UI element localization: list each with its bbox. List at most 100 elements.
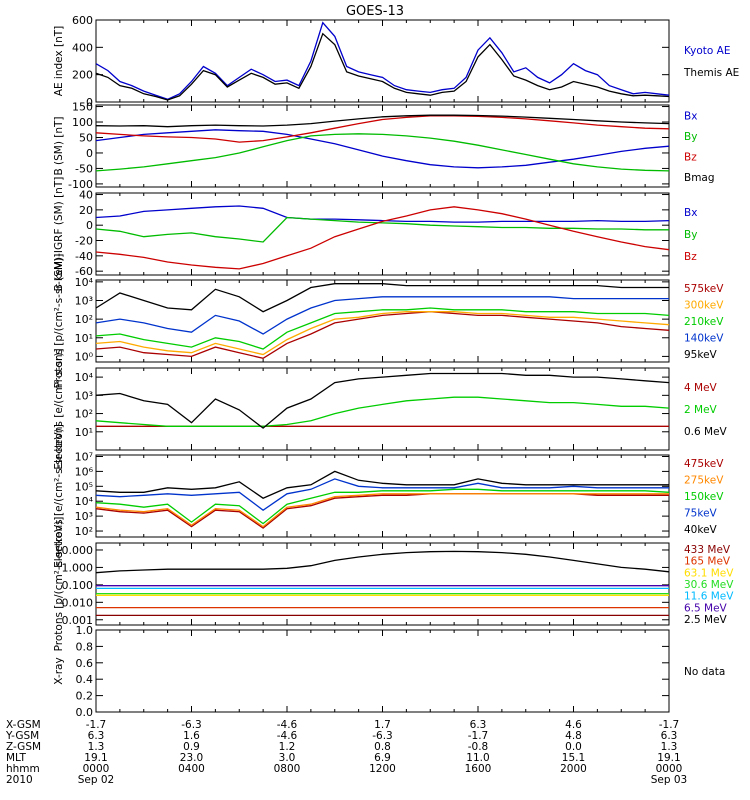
footer-value: 0000 [656, 763, 683, 775]
y-tick-label: 0 [86, 147, 93, 160]
legend-entry: 4 MeV [684, 382, 718, 394]
series-line-95kev [95, 283, 669, 313]
legend-entry: 575keV [684, 283, 724, 295]
y-tick-label: -20 [75, 235, 93, 248]
legend-entry: 95keV [684, 349, 718, 361]
y-tick-label: 40 [79, 189, 93, 202]
footer-row-label: hhmm [6, 763, 40, 775]
legend-entry: 75keV [684, 507, 718, 519]
legend-entry: Bz [684, 251, 697, 263]
y-tick-label: 10² [75, 313, 93, 326]
panel-frame [95, 279, 670, 363]
y-tick-label: 0.2 [76, 690, 94, 703]
y-tick-label: -100 [68, 178, 93, 191]
footer-value: 6.3 [661, 730, 678, 742]
y-tick-label: 10⁰ [75, 350, 94, 363]
panel-2: -100 -50 0 50 100 150 B (SM) [nT] Bx By Bz Bmag [53, 101, 715, 191]
panel-6: 10² 10³ 10⁴ 10⁵ 10⁶ 10⁷ Electrons [e/(cm²-s-sr… [53, 424, 724, 568]
footer-value: 1600 [465, 763, 492, 775]
series-line-bz [95, 206, 670, 270]
legend-entry: Themis AE [683, 67, 739, 79]
y-tick-label: 10³ [75, 510, 93, 523]
legend-entry: 6.5 MeV [684, 602, 728, 614]
footer-value: 1.2 [279, 741, 296, 753]
y-tick-label: 50 [79, 131, 93, 144]
legend-entry: 40keV [684, 524, 718, 536]
y-tick-label: 150 [72, 101, 93, 114]
legend-entry: 150keV [684, 491, 724, 503]
series-line-2-mev [95, 396, 670, 427]
footer-value: 6.3 [470, 719, 487, 731]
footer-value: 19.1 [84, 752, 107, 764]
footer-value: -6.3 [181, 719, 202, 731]
legend-entry: 30.6 MeV [684, 579, 734, 591]
legend-entry: Bx [684, 110, 697, 122]
legend-entry: 275keV [684, 475, 724, 487]
y-tick-label: 10² [75, 525, 93, 538]
y-tick-label: 10³ [75, 295, 93, 308]
legend-entry: Bx [684, 207, 697, 219]
legend-entry: 210keV [684, 316, 724, 328]
series-line-by [95, 216, 669, 243]
series-line-bmag [95, 114, 670, 128]
position-footer: X-GSMY-GSMZ-GSMMLThhmm2010-1.76.31.319.1… [5, 719, 687, 786]
footer-value: 6.3 [88, 730, 105, 742]
y-tick-label: 10² [75, 408, 93, 421]
footer-value: 6.9 [374, 752, 391, 764]
footer-value: 1.7 [374, 719, 391, 731]
series-line-210kev [95, 307, 670, 350]
legend-entry: 433 MeV [684, 544, 731, 556]
footer-value: 1.3 [88, 741, 105, 753]
panel-frame [95, 542, 670, 626]
y-tick-label: 10⁴ [75, 276, 94, 289]
y-axis-label: B (SM) [nT] [53, 116, 65, 175]
series-line-40kev [95, 470, 669, 499]
panel-5: 10¹ 10² 10³ 10⁴ Electrons [e/(cm²-s-sr)] 4 Me… [53, 348, 728, 469]
series-line-150kev [95, 488, 670, 525]
y-tick-label: 1.000 [62, 561, 94, 574]
series-line-275kev [95, 493, 669, 528]
y-tick-label: -40 [75, 250, 93, 263]
plot-title: GOES-13 [346, 4, 404, 19]
footer-row-label: X-GSM [6, 719, 41, 731]
y-tick-label: 0.010 [62, 596, 94, 609]
y-axis-label: AE index [nT] [53, 26, 65, 96]
y-axis-label: B (SM)-IGRF (SM) [nT] [53, 177, 65, 292]
y-tick-label: 0.6 [76, 657, 94, 670]
y-axis-label: Electrons [e/(cm²-s-sr-keV)] [53, 424, 65, 568]
footer-value: -1.7 [659, 719, 680, 731]
legend-entry: By [684, 229, 697, 241]
y-tick-label: 10⁴ [75, 495, 94, 508]
footer-value: 0.8 [374, 741, 391, 753]
panel-frame [95, 629, 670, 713]
series-line-themis-ae [95, 32, 670, 101]
footer-value: -4.6 [277, 719, 298, 731]
footer-value: 0.9 [183, 741, 200, 753]
panel-frame [95, 367, 670, 451]
footer-row-label: 2010 [6, 774, 33, 786]
y-axis-label: Protons [p/(cm²-s-sr-keV)] [53, 254, 65, 389]
footer-value: 4.6 [565, 719, 582, 731]
footer-value: 4.8 [565, 730, 582, 742]
y-tick-label: 10⁶ [75, 465, 94, 478]
legend-entry: 300keV [684, 300, 724, 312]
series-line-75kev [95, 478, 669, 512]
y-axis-label: X-ray [53, 657, 65, 684]
series-line-140kev [95, 296, 669, 335]
panel-frame [95, 454, 670, 538]
footer-value: 2000 [560, 763, 587, 775]
panel-frame [95, 19, 670, 103]
legend-entry: Bz [684, 151, 697, 163]
no-data-note: No data [684, 666, 725, 678]
footer-value: -1.7 [86, 719, 107, 731]
series-line-0-6-mev [95, 372, 670, 429]
series-line-575kev [95, 311, 670, 359]
footer-value: 0.0 [565, 741, 582, 753]
footer-value: 0000 [83, 763, 110, 775]
legend-entry: By [684, 131, 697, 143]
series-line-bx [95, 129, 670, 169]
